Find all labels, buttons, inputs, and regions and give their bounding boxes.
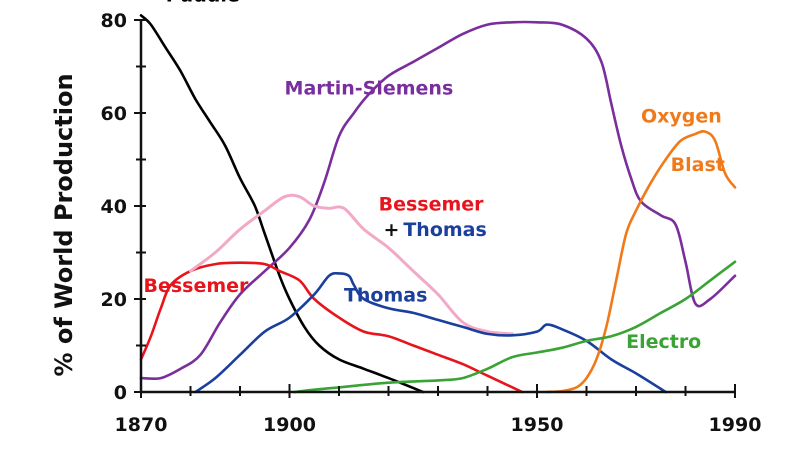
series-line-thomas xyxy=(194,271,667,394)
series-line-bessemer xyxy=(139,261,524,394)
series-line-electro xyxy=(293,260,737,394)
x-tick-label: 1870 xyxy=(115,414,168,436)
plot-axes: 0 20 40 60 80 1870 1900 1950 1990 xyxy=(101,10,762,436)
series-label-electro: Electro xyxy=(626,331,701,353)
y-tick-label: 60 xyxy=(101,103,127,125)
plot-series xyxy=(139,14,737,394)
series-line-bessemer-thomas xyxy=(189,193,514,336)
series-label-martin-siemens: Martin-Siemens xyxy=(285,77,454,99)
series-label-plus: + xyxy=(384,219,400,241)
series-label-bessemer: Bessemer xyxy=(143,275,249,297)
y-tick-label: 20 xyxy=(101,289,127,311)
x-tick-label: 1950 xyxy=(511,414,564,436)
series-label-puddle: Puddle xyxy=(166,0,240,6)
series-label-thomas: Thomas xyxy=(344,284,427,306)
series-label-oxygen: Oxygen xyxy=(641,105,722,127)
y-tick-label: 40 xyxy=(101,196,127,218)
y-tick-label: 0 xyxy=(114,382,127,404)
y-axis-label: % of World Production xyxy=(50,73,78,376)
series-line-oxygen-blast xyxy=(545,129,737,394)
x-tick-label: 1990 xyxy=(709,414,762,436)
series-line-martin-siemens xyxy=(139,20,737,381)
series-line-puddle xyxy=(139,14,425,394)
series-label-bessemer: Bessemer xyxy=(379,194,485,216)
x-tick-label: 1900 xyxy=(263,414,316,436)
series-labels: Puddle Martin-Siemens Oxygen Blast Bessemer +… xyxy=(143,0,724,353)
series-label-blast: Blast xyxy=(671,154,725,176)
y-tick-label: 80 xyxy=(101,10,127,32)
series-label-thomas: Thomas xyxy=(403,219,486,241)
